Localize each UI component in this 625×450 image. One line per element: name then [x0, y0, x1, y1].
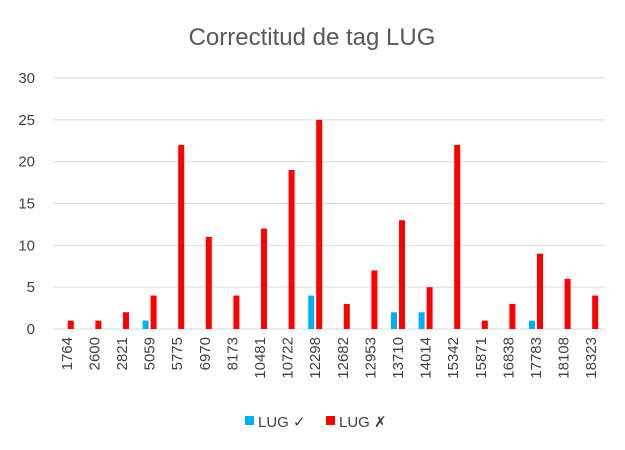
bar-lug-incorrect-18323	[592, 295, 599, 329]
x-tick-label: 16838	[500, 337, 517, 379]
bar-lug-incorrect-18108	[564, 278, 571, 329]
x-tick-label: 10481	[252, 337, 269, 379]
bar-lug-correct-12298	[308, 295, 315, 329]
bar-lug-correct-13710	[391, 312, 397, 329]
y-tick-label: 0	[27, 321, 35, 338]
x-tick-label: 2821	[114, 337, 131, 370]
x-tick-label: 8173	[224, 337, 241, 370]
x-tick-label: 13710	[390, 337, 407, 379]
legend: LUG ✓ LUG ✗	[245, 414, 387, 431]
bar-lug-incorrect-13710	[399, 220, 405, 329]
bar-lug-incorrect-6970	[205, 236, 212, 329]
bar-lug-incorrect-8173	[233, 295, 240, 329]
legend-label: LUG ✓	[258, 414, 306, 431]
x-tick-label: 12953	[362, 337, 379, 379]
y-axis-ticks: 0 5 10 15 20 25 30	[18, 70, 35, 338]
x-tick-label: 14014	[418, 337, 435, 379]
bar-lug-incorrect-12298	[316, 119, 323, 329]
bar-lug-incorrect-10722	[288, 170, 295, 329]
x-tick-label: 5059	[142, 337, 159, 370]
y-tick-label: 5	[27, 279, 35, 296]
legend-swatch	[245, 416, 254, 425]
x-tick-label: 2600	[86, 337, 103, 370]
bar-lug-incorrect-14014	[426, 287, 433, 329]
legend-label: LUG ✗	[339, 414, 387, 431]
x-tick-label: 15342	[445, 337, 462, 379]
bar-lug-incorrect-12682	[343, 303, 350, 329]
x-tick-label: 1764	[59, 337, 76, 370]
bar-lug-correct-17783	[529, 320, 535, 329]
chart-title: Correctitud de tag LUG	[189, 24, 436, 51]
bar-lug-incorrect-12953	[371, 270, 378, 329]
bar-lug-incorrect-10481	[261, 228, 267, 329]
x-tick-label: 18323	[583, 337, 600, 379]
x-tick-label: 12298	[307, 337, 324, 379]
y-tick-label: 10	[18, 237, 35, 254]
x-tick-label: 12682	[335, 337, 352, 379]
x-tick-label: 15871	[473, 337, 490, 379]
y-tick-label: 15	[18, 196, 35, 213]
y-tick-label: 30	[18, 70, 35, 87]
x-tick-label: 10722	[280, 337, 297, 379]
bar-lug-incorrect-2600	[95, 320, 102, 329]
bar-lug-incorrect-15871	[481, 320, 488, 329]
y-tick-label: 20	[18, 154, 35, 171]
x-tick-label: 17783	[528, 337, 545, 379]
gridlines	[53, 77, 605, 330]
x-axis-ticks: 1764 2600 2821 5059 5775 6970 8173 10481 10722 12…	[59, 337, 600, 379]
x-tick-label: 6970	[197, 337, 214, 370]
bar-lug-correct-5059	[142, 320, 149, 329]
bar-lug-incorrect-2821	[123, 312, 129, 329]
y-tick-label: 25	[18, 112, 35, 129]
legend-swatch	[326, 416, 335, 425]
bar-lug-correct-14014	[418, 312, 425, 329]
x-tick-label: 5775	[169, 337, 186, 370]
x-tick-label: 18108	[556, 337, 573, 379]
bar-lug-incorrect-5775	[178, 144, 185, 329]
bar-lug-incorrect-5059	[150, 295, 157, 329]
bar-lug-incorrect-15342	[454, 144, 461, 329]
bar-lug-incorrect-1764	[67, 320, 74, 329]
bar-lug-incorrect-16838	[509, 303, 516, 329]
bars	[67, 119, 599, 329]
bar-lug-incorrect-17783	[537, 253, 543, 329]
